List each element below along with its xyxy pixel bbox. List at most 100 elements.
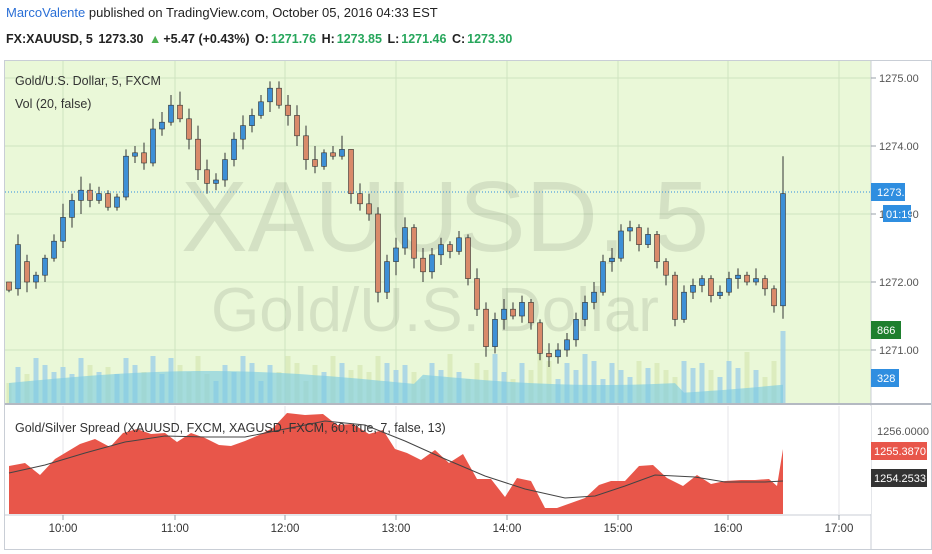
volume-bar — [699, 363, 705, 403]
low-label: L: — [387, 32, 400, 46]
candle-body — [195, 138, 201, 171]
volume-indicator-title[interactable]: Vol (20, false) — [15, 97, 91, 111]
candle-body — [591, 291, 597, 303]
high-value: 1273.85 — [336, 32, 382, 46]
main-pane-background — [5, 61, 871, 403]
close-value: 1273.30 — [467, 32, 513, 46]
candle-body — [744, 274, 750, 283]
time-axis-tick-label: 12:00 — [271, 523, 300, 535]
volume-bar — [546, 361, 552, 403]
candle-body — [474, 278, 480, 310]
candle-body — [681, 291, 687, 320]
candle-body — [6, 281, 12, 291]
candle-series[interactable] — [6, 81, 786, 367]
spread-ma-label: 1254.2533 — [874, 473, 926, 485]
volume-bar — [726, 361, 732, 403]
candle-body — [771, 288, 777, 307]
price-axis-tick-label: 1275.00 — [879, 73, 919, 85]
candle-body — [735, 274, 741, 279]
candle-body — [267, 87, 273, 103]
candle-body — [240, 125, 246, 140]
volume-bar — [375, 356, 381, 403]
candle-body — [600, 261, 606, 293]
time-axis-tick-label: 15:00 — [604, 523, 633, 535]
candle-body — [357, 193, 363, 205]
volume-bar — [690, 368, 696, 403]
symbol-name[interactable]: FX:XAUUSD, 5 — [6, 32, 93, 46]
candle-body — [699, 278, 705, 286]
time-axis-tick-label: 16:00 — [714, 523, 743, 535]
time-axis-tick-label: 13:00 — [382, 523, 411, 535]
candle-body — [168, 104, 174, 123]
countdown-label: 01:19 — [886, 209, 914, 221]
volume-bar — [771, 361, 777, 403]
candle-body — [429, 254, 435, 273]
candle-body — [15, 244, 21, 290]
close-label: C: — [451, 32, 466, 46]
volume-bar — [681, 361, 687, 403]
candle-body — [276, 87, 282, 106]
candle-body — [708, 278, 714, 296]
candle-body — [294, 115, 300, 137]
candle-body — [384, 261, 390, 293]
candle-body — [96, 193, 102, 201]
candle-body — [69, 200, 75, 218]
candle-body — [546, 353, 552, 358]
candle-body — [222, 159, 228, 181]
chart-canvas[interactable]: XAUUSD, 5 Gold/U.S. Dollar Gold/U.S. Dol… — [5, 61, 931, 549]
candle-body — [438, 244, 444, 256]
candle-body — [519, 302, 525, 317]
volume-bar — [609, 363, 615, 403]
candle-body — [60, 217, 66, 242]
time-axis-tick-label: 14:00 — [493, 523, 522, 535]
candle-body — [114, 196, 120, 208]
spread-axis-tick: 1256.0000 — [877, 426, 929, 438]
candle-body — [762, 278, 768, 290]
candle-body — [483, 308, 489, 347]
volume-ma-badge — [871, 369, 899, 387]
volume-bar — [753, 370, 759, 403]
candle-body — [402, 227, 408, 249]
volume-value-label: 866 — [877, 325, 895, 337]
candle-body — [420, 257, 426, 273]
volume-ma-label: 328 — [877, 373, 895, 385]
volume-bar — [708, 370, 714, 403]
candle-body — [645, 234, 651, 245]
price-axis-tick-label: 1271.00 — [879, 345, 919, 357]
main-pane-title: Gold/U.S. Dollar, 5, FXCM — [15, 74, 161, 88]
candle-body — [141, 152, 147, 164]
candle-body — [204, 169, 210, 184]
volume-bar — [591, 361, 597, 403]
volume-bar — [654, 363, 660, 403]
candle-body — [51, 240, 57, 259]
candle-body — [375, 213, 381, 293]
candle-body — [258, 101, 264, 116]
volume-bar — [564, 363, 570, 403]
candle-body — [609, 257, 615, 262]
volume-bar — [636, 361, 642, 403]
volume-bar — [744, 352, 750, 403]
volume-bar — [717, 377, 723, 403]
spread-indicator-title[interactable]: Gold/Silver Spread (XAUUSD, FXCM, XAGUSD… — [15, 421, 446, 435]
spread-value-badge — [871, 442, 927, 460]
author-link[interactable]: MarcoValente — [6, 5, 86, 20]
candle-body — [366, 203, 372, 215]
candle-body — [690, 285, 696, 293]
candle-body — [582, 302, 588, 320]
chart-container[interactable]: XAUUSD, 5 Gold/U.S. Dollar Gold/U.S. Dol… — [4, 60, 932, 550]
candle-body — [564, 339, 570, 351]
price-axis-tick-label: 1274.00 — [879, 141, 919, 153]
vertical-gridlines — [62, 61, 840, 403]
candle-body — [780, 193, 786, 307]
low-value: 1271.46 — [401, 32, 447, 46]
up-arrow-icon: ▲ — [148, 32, 162, 46]
candle-body — [312, 159, 318, 167]
volume-badge — [871, 321, 901, 339]
candle-body — [177, 104, 183, 120]
watermark-symbol: XAUUSD, 5 — [181, 161, 709, 273]
candle-body — [627, 227, 633, 232]
candle-body — [213, 179, 219, 184]
time-axis[interactable]: 10:00 11:00 12:00 13:00 14:00 15:00 16:00 17:00 — [49, 515, 854, 535]
candle-body — [339, 149, 345, 157]
spread-ma-badge — [871, 469, 927, 487]
